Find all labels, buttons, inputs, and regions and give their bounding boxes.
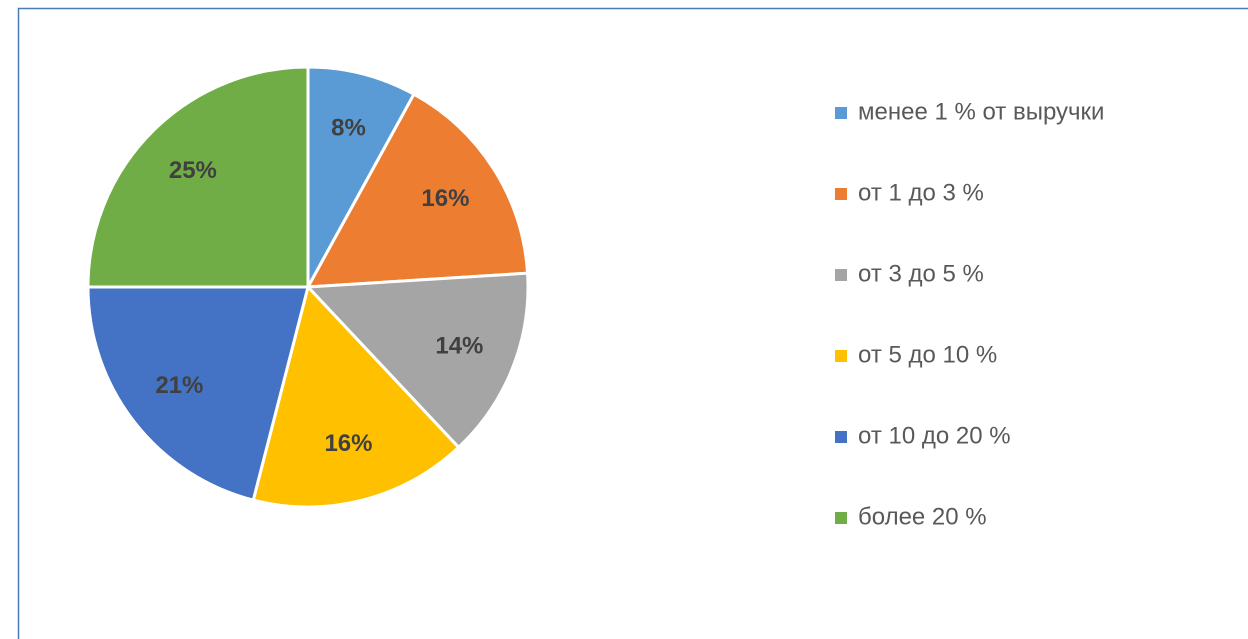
pie-slice [306, 65, 417, 288]
value-label: 8% [331, 115, 366, 142]
pie-slice [86, 65, 310, 289]
pie-slice [86, 285, 310, 502]
value-label: 25% [169, 157, 217, 184]
legend-swatch [835, 350, 847, 362]
value-label: 16% [324, 430, 372, 457]
value-label: 16% [421, 185, 469, 212]
pie-slice [251, 283, 461, 509]
legend-label: от 1 до 3 % [858, 179, 984, 206]
value-label: 14% [435, 332, 483, 359]
legend-swatch [835, 431, 847, 443]
pie-slice [304, 271, 530, 450]
legend-label: более 20 % [858, 503, 987, 530]
pie-slice [305, 92, 530, 289]
value-label: 21% [155, 372, 203, 399]
chart-frame [17, 7, 1248, 639]
legend-label: от 5 до 10 % [858, 341, 997, 368]
legend-swatch [835, 512, 847, 524]
legend-swatch [835, 188, 847, 200]
legend-swatch [835, 269, 847, 281]
legend-label: от 3 до 5 % [858, 260, 984, 287]
legend-label: менее 1 % от выручки [858, 98, 1104, 125]
legend-label: от 10 до 20 % [858, 422, 1011, 449]
legend-swatch [835, 107, 847, 119]
